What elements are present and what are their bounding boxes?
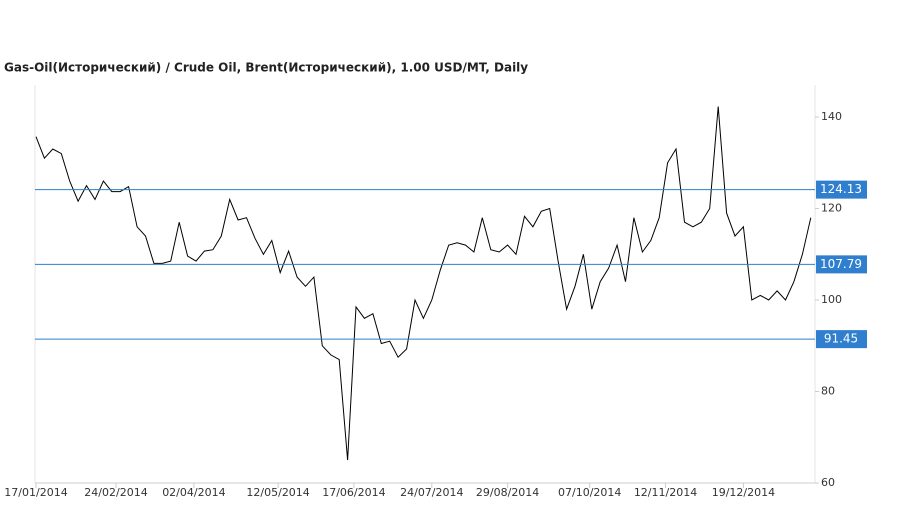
x-tick-label: 24/07/2014 (400, 486, 463, 499)
x-tick-label: 29/08/2014 (476, 486, 539, 499)
x-tick-label: 02/04/2014 (162, 486, 225, 499)
chart-title: Gas-Oil(Исторический) / Crude Oil, Brent… (4, 61, 528, 75)
y-tick-label: 140 (821, 110, 842, 123)
y-tick-label: 60 (821, 476, 835, 489)
x-tick-label: 19/12/2014 (712, 486, 775, 499)
x-tick-label: 17/01/2014 (4, 486, 67, 499)
y-tick-label: 120 (821, 202, 842, 215)
price-line (35, 106, 812, 461)
x-tick-label: 17/06/2014 (322, 486, 385, 499)
x-tick-label: 24/02/2014 (84, 486, 147, 499)
reference-label-box (816, 330, 867, 349)
reference-label-box (816, 255, 867, 274)
reference-label: 91.45 (824, 332, 858, 346)
y-tick-label: 100 (821, 293, 842, 306)
x-tick-label: 07/10/2014 (558, 486, 621, 499)
x-tick-label: 12/05/2014 (246, 486, 309, 499)
x-tick-label: 12/11/2014 (634, 486, 697, 499)
y-tick-label: 80 (821, 385, 835, 398)
reference-label: 124.13 (820, 182, 862, 196)
reference-label-box (816, 180, 867, 199)
reference-label: 107.79 (820, 257, 862, 271)
